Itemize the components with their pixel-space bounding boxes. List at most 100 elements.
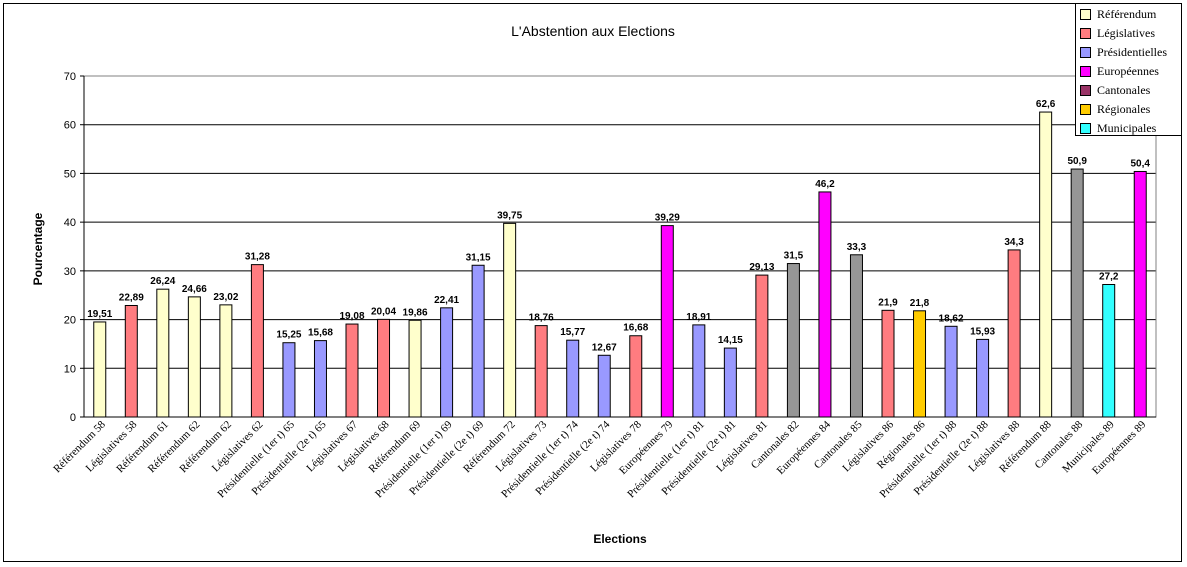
value-label: 34,3 [1004, 237, 1024, 248]
value-label: 31,28 [245, 252, 270, 263]
plot-area [83, 75, 1157, 418]
bar [313, 340, 327, 418]
legend-item: Cantonales [1076, 81, 1181, 100]
bar [219, 304, 233, 418]
bar [503, 222, 517, 418]
bar [156, 288, 170, 418]
value-label: 39,29 [655, 213, 680, 224]
x-axis-label: Elections [593, 532, 647, 546]
value-label: 21,9 [878, 297, 898, 308]
legend: Référendum Législatives Présidentielles Eur… [1075, 3, 1182, 136]
bar [471, 264, 485, 418]
value-label: 62,6 [1036, 99, 1056, 110]
y-tick-label: 0 [70, 412, 76, 424]
value-label: 20,04 [371, 306, 396, 317]
legend-label: Référendum [1097, 7, 1157, 21]
chart-frame [3, 3, 1182, 562]
bar [849, 254, 863, 418]
bar [124, 304, 138, 418]
value-label: 33,3 [847, 242, 867, 253]
bar [755, 274, 769, 418]
legend-item: Référendum [1076, 5, 1181, 24]
bar [566, 339, 580, 418]
y-tick-label: 70 [64, 71, 76, 83]
bar [881, 309, 895, 418]
value-label: 24,66 [182, 284, 207, 295]
value-label: 26,24 [150, 276, 175, 287]
bar [786, 263, 800, 418]
value-labels: 19,51 22,89 26,24 24,66 23,02 31,28 15,25 15,68… [87, 99, 1150, 353]
value-label: 22,41 [434, 295, 459, 306]
value-label: 22,89 [119, 292, 144, 303]
value-label: 18,62 [939, 313, 964, 324]
bar [660, 225, 674, 418]
bar [818, 191, 832, 418]
value-label: 21,8 [910, 298, 930, 309]
bar [692, 324, 706, 418]
legend-item: Présidentielles [1076, 43, 1181, 62]
y-tick-label: 30 [64, 266, 76, 278]
value-label: 39,75 [497, 210, 522, 221]
legend-item: Régionales [1076, 100, 1181, 119]
legend-item: Européennes [1076, 62, 1181, 81]
bar [597, 354, 611, 418]
bar [377, 318, 391, 418]
y-tick-label: 50 [64, 168, 76, 180]
bar [440, 307, 454, 418]
legend-label: Présidentielles [1097, 45, 1167, 59]
value-label: 19,86 [403, 307, 428, 318]
value-label: 50,9 [1067, 156, 1087, 167]
bar [1007, 249, 1021, 418]
y-tick-label: 40 [64, 217, 76, 229]
bars [93, 111, 1147, 418]
value-label: 31,5 [784, 251, 804, 262]
legend-swatch [1080, 85, 1091, 96]
legend-item: Municipales [1076, 119, 1181, 138]
y-tick-label: 60 [64, 120, 76, 132]
legend-item: Législatives [1076, 24, 1181, 43]
bar [629, 335, 643, 418]
value-label: 16,68 [623, 323, 648, 334]
value-label: 14,15 [718, 335, 743, 346]
y-axis-label: Pourcentage [31, 212, 45, 285]
bar [345, 323, 359, 418]
bar [187, 296, 201, 418]
legend-swatch [1080, 9, 1091, 20]
legend-swatch [1080, 47, 1091, 58]
bar [944, 325, 958, 418]
legend-label: Législatives [1097, 26, 1155, 40]
legend-swatch [1080, 104, 1091, 115]
value-label: 29,13 [749, 262, 774, 273]
bar [723, 347, 737, 418]
chart-title: L'Abstention aux Elections [511, 23, 675, 39]
value-label: 18,91 [686, 312, 711, 323]
bar [1133, 170, 1147, 418]
gridlines [84, 75, 1156, 369]
legend-swatch [1080, 66, 1091, 77]
value-label: 15,77 [560, 327, 585, 338]
value-label: 50,4 [1131, 158, 1151, 169]
bar [1039, 111, 1053, 418]
bar [534, 325, 548, 418]
bar [913, 310, 927, 418]
value-label: 15,25 [276, 330, 301, 341]
bar [1102, 283, 1116, 418]
value-label: 15,68 [308, 328, 333, 339]
legend-swatch [1080, 123, 1091, 134]
bar [408, 319, 422, 418]
bar [93, 321, 107, 418]
y-tick-label: 10 [64, 363, 76, 375]
value-label: 27,2 [1099, 271, 1119, 282]
legend-label: Cantonales [1097, 83, 1151, 97]
y-tick-label: 20 [64, 315, 76, 327]
value-label: 31,15 [466, 252, 491, 263]
bar [1070, 168, 1084, 418]
bar [976, 338, 990, 418]
bar [282, 342, 296, 418]
bar [250, 264, 264, 418]
value-label: 46,2 [815, 179, 835, 190]
value-label: 18,76 [529, 313, 554, 324]
legend-label: Municipales [1097, 121, 1157, 135]
